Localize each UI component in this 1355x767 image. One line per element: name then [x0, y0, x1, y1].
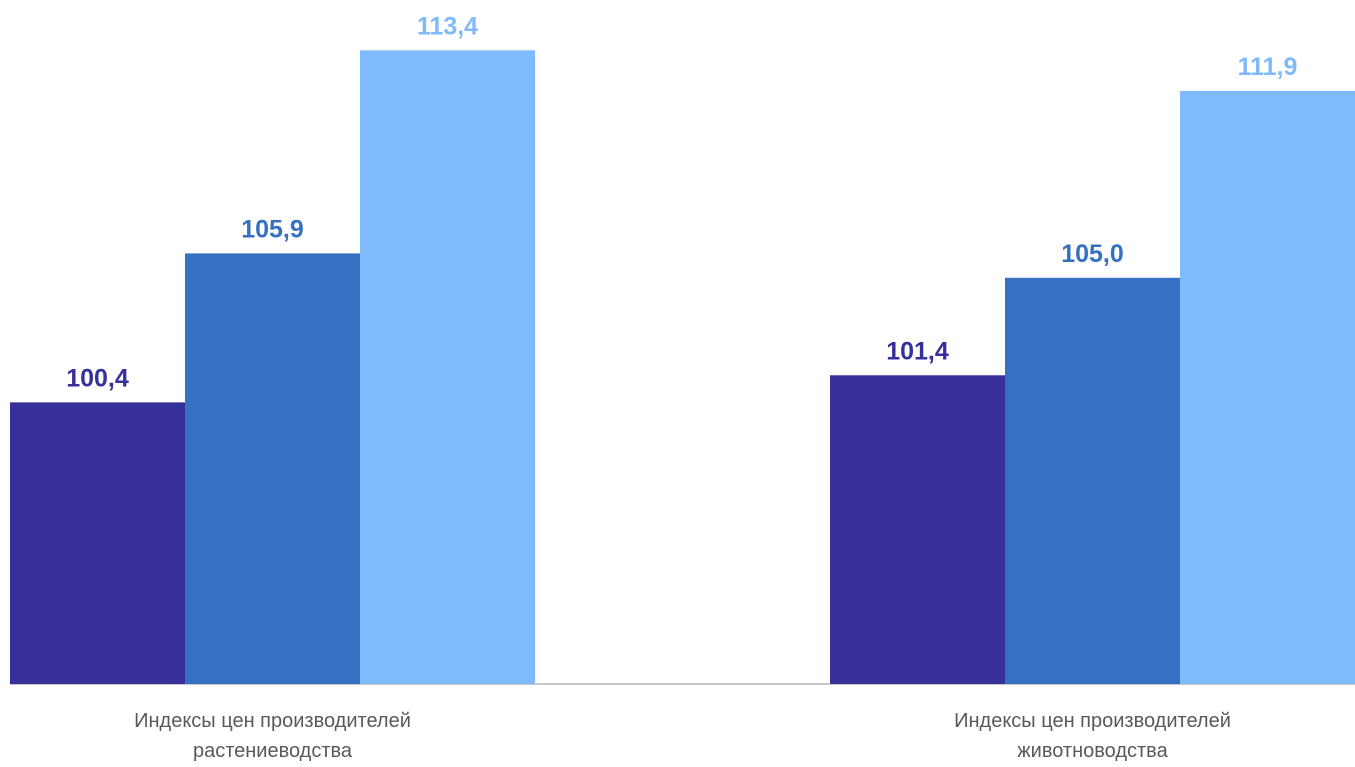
value-label: 100,4 [66, 364, 129, 392]
bar [1180, 90, 1355, 684]
bar [185, 253, 360, 685]
value-label: 111,9 [1238, 53, 1298, 81]
bar [1005, 277, 1180, 684]
bar [830, 375, 1005, 684]
x-tick-label: Индексы цен производителей растениеводст… [134, 710, 411, 762]
x-tick-label: Индексы цен производителей животноводств… [954, 710, 1231, 762]
bar [360, 50, 535, 684]
value-label: 101,4 [886, 337, 949, 365]
value-label: 113,4 [417, 12, 478, 40]
bar [10, 402, 185, 684]
value-label: 105,0 [1061, 240, 1124, 268]
value-label: 105,9 [241, 215, 304, 243]
